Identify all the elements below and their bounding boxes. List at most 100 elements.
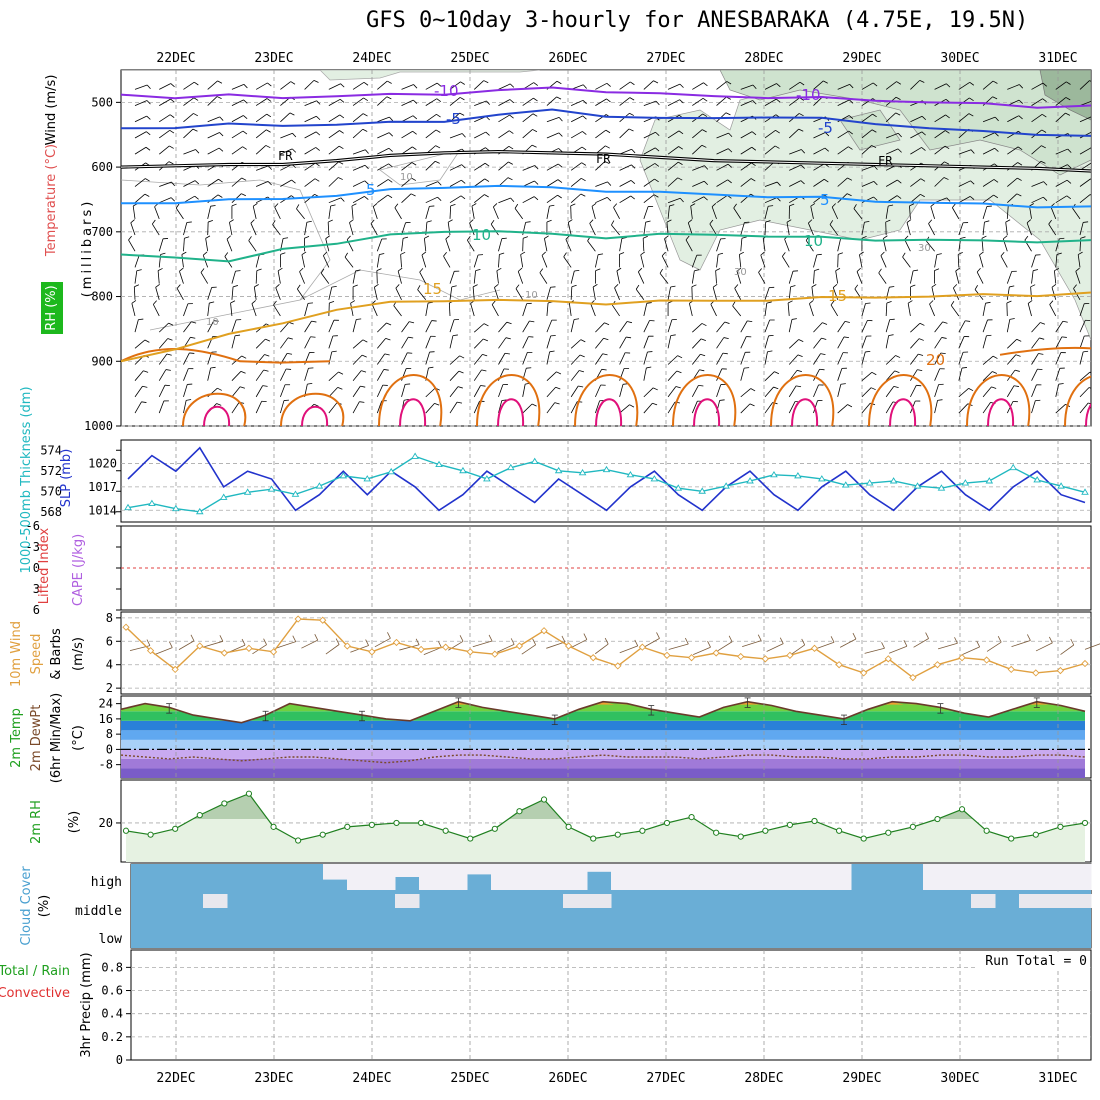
wind-barb — [1079, 100, 1091, 106]
wind-barb — [272, 224, 281, 236]
wind-barb-flag — [452, 334, 458, 337]
wind-barb-flag — [274, 203, 279, 208]
thickness-point — [507, 463, 515, 471]
wind-barb — [907, 303, 911, 317]
wind-barb — [349, 222, 354, 236]
wind-barb — [498, 83, 511, 90]
wind-barb — [158, 129, 170, 139]
wind-barb-flag — [210, 366, 216, 369]
wind-barb — [861, 196, 874, 204]
wind-barb-flag — [169, 129, 175, 134]
wind-barb — [958, 82, 970, 90]
wind-barb-flag — [501, 237, 507, 240]
wind-barb — [910, 353, 919, 365]
wind-barb — [546, 319, 553, 333]
wind-barb-flag — [718, 252, 724, 255]
wind-barb-flag — [776, 98, 781, 103]
wind-barb-flag — [362, 128, 368, 132]
wind-barb-flag — [830, 300, 835, 306]
wind-barb-flag — [751, 146, 757, 151]
cloud-high-gap — [587, 864, 612, 872]
wind-barb — [764, 303, 768, 317]
wind-barb — [1035, 642, 1053, 652]
wind-barb — [711, 206, 717, 220]
wind-barb-flag — [861, 236, 867, 239]
wind-barb — [839, 638, 857, 648]
wind-barb — [474, 162, 486, 171]
thickness-point — [387, 467, 395, 475]
wind-barb-flag — [786, 219, 792, 223]
wind-barb-flag — [1041, 145, 1046, 149]
wind-barb — [255, 129, 267, 139]
wind-barb-flag — [934, 268, 940, 271]
thickness-point — [315, 482, 324, 489]
date-label: 27DEC — [646, 1071, 685, 1086]
wind-barb-flag — [603, 337, 609, 341]
wind-barb — [1079, 194, 1091, 204]
wind-barb-flag — [824, 147, 829, 152]
wind-barb-flag — [451, 285, 457, 288]
wind-barb-flag — [589, 219, 594, 224]
isotherm-line — [121, 108, 1091, 137]
wind-barb — [1079, 351, 1084, 365]
wind-barb — [248, 240, 257, 252]
wind-barb-flag — [363, 82, 369, 86]
wind-barb-flag — [582, 100, 587, 105]
thickness-point — [530, 457, 539, 464]
wind-barb-flag — [816, 253, 822, 256]
date-label: 28DEC — [744, 1071, 783, 1086]
wind-barb-flag — [364, 180, 369, 185]
wind-barb — [521, 644, 536, 655]
rh-point — [909, 823, 916, 830]
wind-barb — [643, 131, 656, 139]
wind-barb — [498, 337, 507, 349]
wind-barb-flag — [913, 269, 919, 272]
wind-barb — [449, 401, 458, 414]
wind-barb-flag — [232, 285, 238, 288]
wind-barb-flag — [515, 284, 520, 289]
wind-barb — [304, 131, 317, 139]
wind-barb-flag — [679, 83, 684, 88]
wind-barb-flag — [208, 220, 213, 223]
rh-point — [417, 819, 425, 827]
thickness-point — [483, 475, 491, 482]
wind-barb-flag — [447, 219, 453, 223]
wind-barb-flag — [264, 354, 270, 357]
wind-barb-flag — [1018, 99, 1023, 104]
wind-barb-flag — [434, 160, 440, 164]
wind-barb — [183, 149, 196, 155]
wind-barb-flag — [945, 114, 950, 119]
wind-barb-flag — [920, 178, 926, 182]
wind-barb — [590, 303, 596, 317]
wind-barb-flag — [314, 633, 319, 641]
wind-barb-flag — [921, 131, 926, 136]
thickness-point — [818, 475, 826, 482]
y-tick-label: 1020 — [88, 456, 117, 470]
wind-barb — [790, 644, 805, 655]
wind-barb-flag — [325, 235, 331, 239]
wind-barb-flag — [556, 371, 562, 375]
wind-barb — [958, 180, 971, 187]
rh-point — [516, 808, 523, 815]
wind-barb-flag — [765, 220, 771, 223]
wind-barb — [128, 239, 136, 252]
wind-barb — [1031, 113, 1043, 123]
wind-barb — [789, 180, 801, 187]
wind-barb — [522, 303, 528, 317]
wind-barb-flag — [1009, 285, 1015, 288]
wind-barb-flag — [491, 300, 496, 305]
wind-barb-flag — [602, 353, 608, 356]
wind-barb — [692, 144, 703, 155]
wind-barb — [158, 238, 164, 252]
wind-barb-flag — [646, 366, 652, 369]
wind-barb-flag — [626, 336, 632, 339]
rh-point — [368, 821, 375, 829]
wind-barb — [231, 193, 242, 203]
wind-barb — [1055, 81, 1067, 90]
wind-barb-flag — [459, 97, 465, 101]
wind-barb — [419, 271, 427, 284]
wind-barb-flag — [889, 286, 895, 288]
wind-barb — [934, 83, 947, 90]
wind-barb — [498, 321, 508, 333]
